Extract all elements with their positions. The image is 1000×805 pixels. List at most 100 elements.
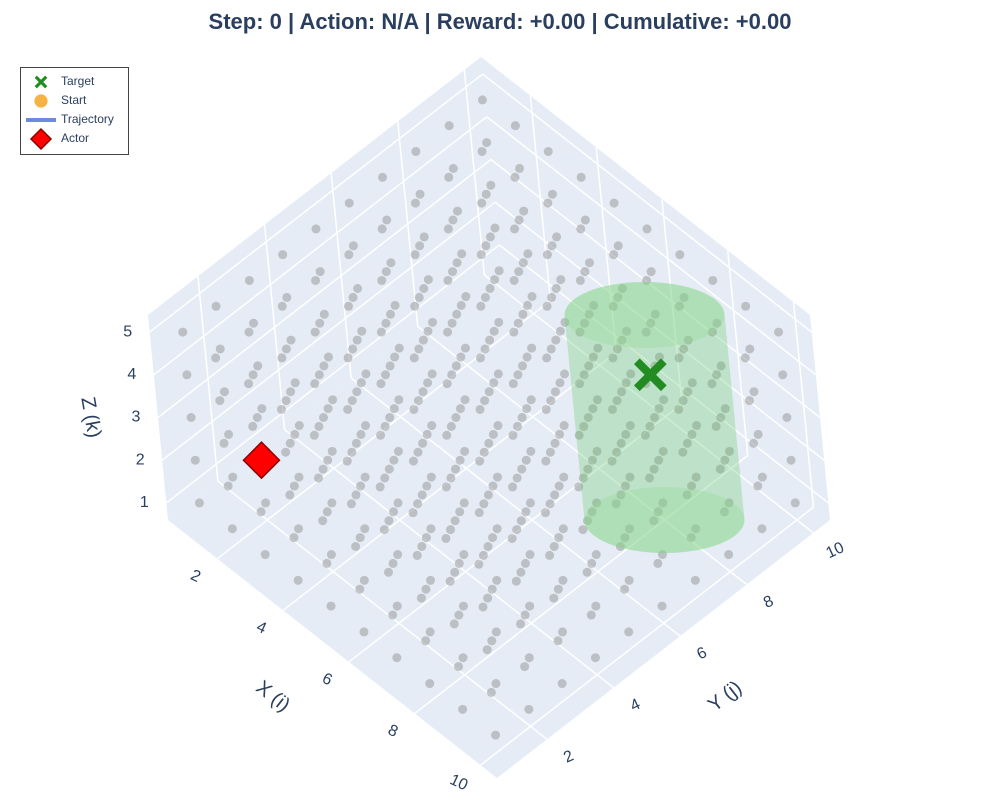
grid-point (315, 318, 325, 328)
grid-point (720, 404, 730, 414)
grid-point (547, 292, 557, 302)
grid-point (587, 455, 597, 465)
grid-line (157, 158, 492, 419)
grid-point (658, 498, 668, 508)
grid-point (393, 550, 403, 560)
grid-point (541, 404, 551, 414)
target-marker (633, 358, 667, 392)
grid-point (377, 275, 387, 285)
grid-point (443, 275, 453, 285)
grid-point (556, 275, 566, 285)
grid-point (182, 370, 192, 380)
grid-point (348, 292, 358, 302)
grid-point (444, 172, 454, 182)
grid-point (690, 575, 700, 585)
grid-point (443, 224, 453, 234)
grid-point (547, 189, 557, 199)
grid-point (508, 430, 518, 440)
grid-point (621, 429, 631, 439)
grid-point (716, 413, 726, 422)
grid-point (281, 396, 291, 406)
grid-point (679, 292, 689, 302)
grid-point (625, 472, 635, 482)
grid-point (286, 335, 296, 345)
grid-point (427, 421, 437, 431)
grid-point (583, 413, 593, 422)
grid-point (475, 404, 485, 414)
legend-label: Actor (61, 131, 89, 145)
grid-point (326, 550, 336, 560)
grid-point (285, 438, 295, 448)
grid-point (454, 558, 464, 568)
grid-point (645, 473, 655, 483)
grid-point (509, 327, 519, 337)
grid-point (458, 601, 468, 611)
grid-point (215, 344, 225, 354)
grid-point (678, 447, 688, 457)
grid-point (294, 472, 304, 482)
grid-point (711, 421, 721, 431)
grid-point (674, 301, 684, 311)
grid-point (485, 335, 495, 345)
grid-point (491, 730, 501, 740)
grid-point (578, 525, 588, 535)
grid-point (588, 352, 598, 362)
grid-point (550, 490, 560, 500)
grid-point (542, 250, 552, 260)
grid-point (485, 232, 495, 242)
grid-point (410, 250, 420, 260)
grid-point (415, 241, 425, 251)
grid-point (625, 421, 635, 431)
grid-point (691, 472, 701, 482)
grid-point (615, 542, 625, 551)
grid-point (352, 387, 362, 397)
grid-point (228, 472, 238, 482)
grid-point (540, 508, 550, 518)
grid-point (381, 267, 391, 277)
grid-point (682, 490, 692, 500)
grid-point (390, 352, 400, 362)
grid-point (252, 413, 262, 422)
grid-point (223, 481, 233, 491)
grid-point (757, 524, 767, 534)
grid-point (524, 653, 534, 663)
grid-point (516, 619, 525, 629)
grid-point (418, 387, 428, 397)
grid-point (576, 172, 586, 182)
grid-point (194, 498, 204, 508)
grid-point (555, 326, 565, 336)
grid-point (351, 490, 361, 500)
grid-point (441, 482, 451, 492)
grid-point (376, 430, 386, 440)
grid-point (620, 533, 630, 543)
grid-point (458, 653, 468, 663)
grid-point (517, 464, 527, 474)
legend-label: Start (61, 93, 87, 107)
grid-point (522, 300, 532, 310)
grid-point (411, 146, 421, 156)
grid-point (423, 378, 433, 388)
grid-point (617, 284, 627, 293)
grid-point (491, 627, 501, 637)
grid-point (294, 524, 304, 534)
grid-point (348, 241, 358, 251)
grid-point (386, 309, 395, 319)
grid-point (323, 352, 333, 362)
grid-point (427, 369, 437, 379)
grid-point (282, 292, 292, 302)
grid-point (281, 447, 291, 457)
grid-point (421, 636, 431, 646)
grid-point (483, 542, 493, 551)
grid-point (322, 507, 332, 517)
grid-point (323, 455, 333, 465)
grid-point (521, 455, 531, 465)
grid-point (560, 317, 570, 327)
grid-point (646, 318, 656, 328)
grid-point (612, 447, 622, 457)
grid-point (512, 473, 522, 483)
grid-point (617, 387, 627, 397)
grid-point (318, 464, 328, 474)
grid-point (379, 525, 389, 535)
grid-point (377, 224, 387, 234)
